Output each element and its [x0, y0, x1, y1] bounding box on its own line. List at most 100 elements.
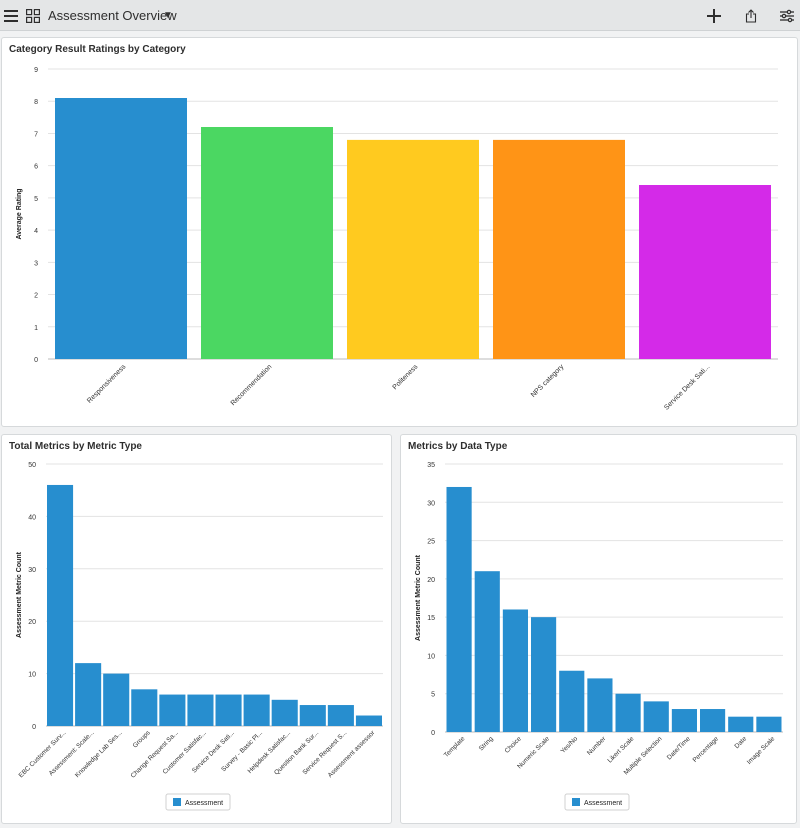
bar[interactable] [55, 98, 187, 359]
x-tick-label: Politeness [392, 363, 420, 391]
x-tick-label: Change Request Sa... [130, 729, 180, 779]
legend-swatch [572, 798, 580, 806]
bar[interactable] [243, 694, 270, 726]
chart-title: Total Metrics by Metric Type [9, 441, 142, 452]
y-tick-label: 30 [427, 500, 435, 507]
y-tick-label: 15 [427, 615, 435, 622]
y-tick-label: 50 [28, 462, 36, 469]
bar[interactable] [756, 716, 782, 732]
x-tick-label: Date/Time [666, 735, 692, 761]
legend-box [165, 793, 231, 811]
y-tick-label: 5 [431, 692, 435, 699]
x-tick-label: Assessment assessor [327, 729, 377, 779]
y-tick-label: 0 [32, 724, 36, 731]
bar[interactable] [728, 716, 754, 732]
page-title: Assessment Overview [48, 8, 177, 23]
legend[interactable]: Assessment [564, 793, 630, 811]
bar[interactable] [474, 571, 500, 732]
menu-icon[interactable] [3, 0, 19, 31]
y-tick-label: 1 [34, 325, 38, 332]
bar[interactable] [159, 694, 186, 726]
y-tick-label: 0 [34, 357, 38, 364]
legend[interactable]: Assessment [165, 793, 231, 811]
y-tick-label: 3 [34, 260, 38, 267]
bar[interactable] [493, 139, 625, 359]
bar[interactable] [271, 699, 298, 726]
bar[interactable] [47, 484, 74, 726]
y-tick-label: 4 [34, 228, 38, 235]
bar[interactable] [327, 705, 354, 726]
chart-title: Category Result Ratings by Category [9, 44, 186, 55]
y-tick-label: 10 [28, 672, 36, 679]
y-axis-label: Assessment Metric Count [16, 551, 23, 638]
bar[interactable] [446, 486, 472, 732]
bar[interactable] [103, 673, 130, 726]
y-tick-label: 8 [34, 99, 38, 106]
legend-label: Assessment [584, 800, 622, 807]
x-tick-label: Likert Scale [607, 735, 636, 764]
filter-icon[interactable] [778, 0, 796, 31]
bar[interactable] [531, 617, 557, 732]
y-tick-label: 25 [427, 539, 435, 546]
y-tick-label: 10 [427, 653, 435, 660]
y-tick-label: 30 [28, 567, 36, 574]
bar[interactable] [502, 609, 528, 732]
bar[interactable] [587, 678, 613, 732]
bar[interactable] [215, 694, 242, 726]
x-tick-label: Groups [132, 729, 153, 750]
metric-type-card: Total Metrics by Metric Type 0 10 20 30 40 50… [1, 434, 392, 824]
grid-icon[interactable] [25, 0, 41, 31]
bar[interactable] [201, 127, 333, 359]
y-tick-label: 40 [28, 514, 36, 521]
x-tick-label: NPS category [530, 363, 566, 399]
x-tick-label: Recommendation [230, 363, 274, 407]
bar[interactable] [643, 701, 669, 732]
caret-down-icon[interactable]: ▼ [163, 10, 173, 21]
x-tick-label: Yes/No [560, 735, 580, 755]
legend-label: Assessment [185, 800, 223, 807]
x-tick-label: Image Scale [746, 735, 777, 766]
data-type-card: Metrics by Data Type 0 5 10 15 20 25 30 35 Asses… [400, 434, 797, 824]
bar[interactable] [355, 715, 382, 726]
x-tick-label: Choice [504, 735, 524, 755]
legend-swatch [173, 798, 181, 806]
bar[interactable] [639, 185, 771, 359]
x-tick-label: Date [734, 735, 749, 750]
bar[interactable] [700, 709, 726, 732]
bar[interactable] [615, 693, 641, 732]
plus-icon[interactable] [705, 0, 723, 31]
x-tick-label: Percentage [692, 735, 721, 764]
bar[interactable] [347, 139, 479, 359]
y-tick-label: 5 [34, 196, 38, 203]
y-tick-label: 20 [427, 577, 435, 584]
y-tick-label: 2 [34, 293, 38, 300]
chart-title: Metrics by Data Type [408, 441, 508, 452]
x-tick-label: String [478, 735, 495, 752]
bar[interactable] [131, 689, 158, 726]
x-tick-label: EBC Customer Surv... [18, 729, 68, 779]
y-tick-label: 35 [427, 462, 435, 469]
x-tick-label: Number [586, 735, 608, 757]
category-ratings-chart: 0 1 2 3 4 5 6 7 8 9 Average Rating Responsiveness Re… [16, 67, 778, 412]
bar[interactable] [75, 663, 102, 726]
data-type-chart: 0 5 10 15 20 25 30 35 Assessment Metric Count Tem… [415, 462, 783, 811]
x-tick-label: Responsiveness [86, 363, 128, 405]
y-tick-label: 6 [34, 164, 38, 171]
top-bar: Assessment Overview ▼ [0, 0, 800, 31]
y-tick-label: 0 [431, 730, 435, 737]
category-ratings-card: Category Result Ratings by Category 0 1 2 3… [1, 37, 798, 427]
y-tick-label: 7 [34, 131, 38, 138]
metric-type-chart: 0 10 20 30 40 50 Assessment Metric Count EBC Cu… [16, 462, 383, 811]
x-tick-label: Service Desk Sati... [663, 363, 711, 411]
y-tick-label: 20 [28, 619, 36, 626]
x-tick-label: Knowledge Lab Ses... [74, 729, 124, 779]
bar[interactable] [187, 694, 214, 726]
bar[interactable] [671, 709, 697, 732]
bar[interactable] [299, 705, 326, 726]
x-tick-label: Template [443, 735, 467, 759]
bar[interactable] [559, 670, 585, 732]
legend-box [564, 793, 630, 811]
share-icon[interactable] [742, 0, 760, 31]
y-axis-label: Assessment Metric Count [415, 554, 422, 641]
y-axis-label: Average Rating [16, 188, 23, 239]
